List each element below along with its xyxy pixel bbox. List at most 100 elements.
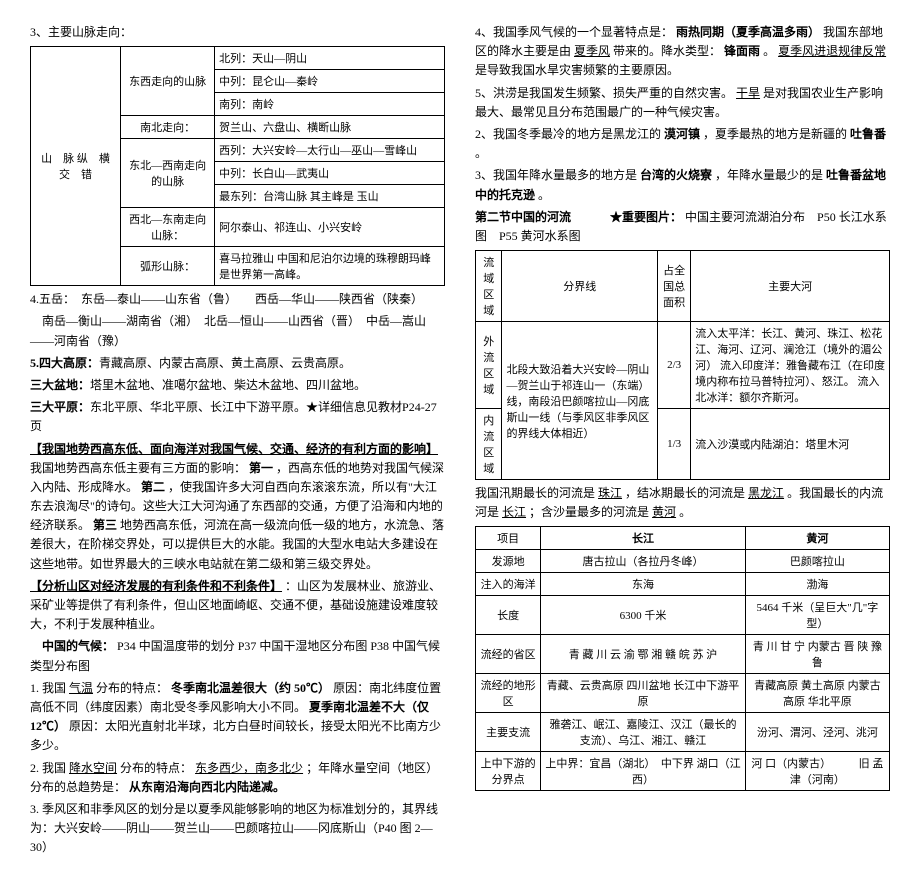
text: ；含沙量最多的河流是 (529, 505, 649, 519)
text: 干旱 (736, 86, 760, 100)
cell: 青 川 甘 宁 内蒙古 晋 陕 豫 鲁 (745, 635, 889, 674)
cell: 注入的海洋 (476, 573, 541, 596)
label: 【分析山区对经济发展的有利条件和不利条件】 (30, 579, 282, 593)
label: ★重要图片： (610, 210, 682, 224)
p2: 5、洪涝是我国发生频繁、损失严重的自然灾害。 干旱 是对我国农业生产影响最大、最… (475, 84, 890, 122)
cell: 西列：大兴安岭—太行山—巫山—雪峰山 (215, 139, 445, 162)
left-column: 3、主要山脉走向： 山 脉 纵 横 交 错 东西走向的山脉 北列：天山—阴山 中… (30, 20, 445, 860)
text: 珠江 (598, 486, 622, 500)
text: 原因：太阳光直射北半球，北方白昼时间较长，接受太阳光不比南方少多少。 (30, 719, 441, 752)
cell: 弧形山脉： (121, 247, 215, 286)
p5: 我国汛期最长的河流是 珠江 ，结冰期最长的河流是 黑龙江 。我国最长的内流河是 … (475, 484, 890, 522)
p8: 【我国地势西高东低、面向海洋对我国气候、交通、经济的有利方面的影响】 我国地势西… (30, 440, 445, 574)
p6: 三大盆地：塔里木盆地、准噶尔盆地、柴达木盆地、四川盆地。 (30, 376, 445, 395)
cell: 中列：长白山—武夷山 (215, 162, 445, 185)
cell: 主要支流 (476, 713, 541, 752)
label: 三大盆地： (30, 378, 90, 392)
text: 夏季风 (574, 44, 610, 58)
text: 我国汛期最长的河流是 (475, 486, 595, 500)
cell: 流经的地形区 (476, 674, 541, 713)
text: 。 (679, 505, 691, 519)
right-column: 4、我国季风气候的一个显著特点是： 雨热同期（夏季高温多雨） 我国东部地区的降水… (475, 20, 890, 860)
cell: 阿尔泰山、祁连山、小兴安岭 (215, 208, 445, 247)
changjiang-huanghe-table: 项目 长江 黄河 发源地 唐古拉山（各拉丹冬峰） 巴颜喀拉山 注入的海洋 东海 … (475, 526, 890, 791)
p4: 4.五岳： 东岳—泰山——山东省（鲁） 西岳—华山——陕西省（陕秦） (30, 290, 445, 309)
section2: 第二节中国的河流 ★重要图片： 中国主要河流湖泊分布 P50 长江水系图 P55… (475, 208, 890, 246)
p9: 【分析山区对经济发展的有利条件和不利条件】 ：山区为发展林业、旅游业、采矿业等提… (30, 577, 445, 635)
label: 三大平原： (30, 400, 90, 414)
cell: 流入太平洋：长江、黄河、珠江、松花江、海河、辽河、澜沧江（境外的湄公河） 流入印… (691, 322, 890, 409)
text: 黄河 (652, 505, 676, 519)
text: 带来的。降水类型： (613, 44, 721, 58)
p4b: 南岳—衡山——湖南省（湘） 北岳—恒山——山西省（晋） 中岳—嵩山——河南省（豫… (30, 312, 445, 350)
cell: 北列：天山—阴山 (215, 47, 445, 70)
text: 是导致我国水旱灾害频繁的主要原因。 (475, 63, 679, 77)
cell: 5464 千米（呈巨大"几"字型） (745, 596, 889, 635)
text: 塔里木盆地、准噶尔盆地、柴达木盆地、四川盆地。 (90, 378, 366, 392)
p12: 2. 我国 降水空间 分布的特点： 东多西少，南多北少 ；年降水量空间（地区）分… (30, 759, 445, 797)
cell: 青藏、云贵高原 四川盆地 长江中下游平原 (541, 674, 746, 713)
cell: 南北走向： (121, 116, 215, 139)
text: 2. 我国 (30, 761, 66, 775)
cell: 河 口（内蒙古） 旧 孟津（河南） (745, 752, 889, 791)
cell: 流域区域 (476, 251, 502, 322)
cell: 汾河、渭河、泾河、洮河 (745, 713, 889, 752)
cell: 唐古拉山（各拉丹冬峰） (541, 550, 746, 573)
cell: 流入沙漠或内陆湖泊：塔里木河 (691, 409, 890, 480)
heading-3: 3、主要山脉走向： (30, 23, 445, 42)
cell: 南列：南岭 (215, 93, 445, 116)
cell: 分界线 (502, 251, 658, 322)
text: 我国地势西高东低主要有三方面的影响： (30, 461, 246, 475)
cell: 雅砻江、岷江、嘉陵江、汉江（最长的支流）、乌江、湘江、赣江 (541, 713, 746, 752)
text: 东北平原、华北平原、长江中下游平原。★详细信息见教材P24-27页 (30, 400, 437, 433)
text: 。 (475, 146, 487, 160)
cell: 青藏高原 黄土高原 内蒙古高原 华北平原 (745, 674, 889, 713)
cell: 巴颜喀拉山 (745, 550, 889, 573)
text: ，年降水量最少的是 (715, 168, 823, 182)
label: 第二节中国的河流 (475, 210, 571, 224)
text: 3、我国年降水量最多的地方是 (475, 168, 637, 182)
text: ，夏季最热的地方是新疆的 (703, 127, 847, 141)
text: 台湾的火烧寮 (640, 168, 712, 182)
cell: 6300 千米 (541, 596, 746, 635)
cell: 主要大河 (691, 251, 890, 322)
text: 冬季南北温差很大（约 50℃） (171, 681, 330, 695)
label: 5.四大高原： (30, 356, 99, 370)
cell: 北段大致沿着大兴安岭—阴山—贺兰山于祁连山一（东端）线，南段沿巴颜喀拉山—冈底斯… (502, 322, 658, 480)
p7: 三大平原：东北平原、华北平原、长江中下游平原。★详细信息见教材P24-27页 (30, 398, 445, 436)
cell: 贺兰山、六盘山、横断山脉 (215, 116, 445, 139)
text: 黑龙江 (748, 486, 784, 500)
text: 雨热同期（夏季高温多雨） (676, 25, 820, 39)
text: 东多西少，南多北少 (195, 761, 303, 775)
text: 漠河镇 (664, 127, 700, 141)
cell: 中列：昆仑山—秦岭 (215, 70, 445, 93)
cell: 长度 (476, 596, 541, 635)
cell: 1/3 (658, 409, 691, 480)
cell: 青 藏 川 云 渝 鄂 湘 赣 皖 苏 沪 (541, 635, 746, 674)
text: 气温 (69, 681, 93, 695)
cell: 2/3 (658, 322, 691, 409)
cell: 发源地 (476, 550, 541, 573)
cell: 黄河 (745, 527, 889, 550)
p11: 1. 我国 气温 分布的特点： 冬季南北温差很大（约 50℃） 原因：南北纬度位… (30, 679, 445, 756)
p5: 5.四大高原：青藏高原、内蒙古高原、黄土高原、云贵高原。 (30, 354, 445, 373)
river-region-table: 流域区域 分界线 占全国总面积 主要大河 外流区域 北段大致沿着大兴安岭—阴山—… (475, 250, 890, 480)
label: 第二 (141, 480, 165, 494)
label: 第一 (249, 461, 273, 475)
text: 吐鲁番 (850, 127, 886, 141)
cell: 占全国总面积 (658, 251, 691, 322)
cell: 东西走向的山脉 (121, 47, 215, 116)
p13: 3. 季风区和非季风区的划分是以夏季风能够影响的地区为标准划分的，其界线为：大兴… (30, 800, 445, 858)
label: 第三 (93, 518, 117, 532)
cell: 山 脉 纵 横 交 错 (31, 47, 121, 286)
text: 分布的特点： (96, 681, 168, 695)
text: 锋面雨 (724, 44, 760, 58)
text: 青藏高原、内蒙古高原、黄土高原、云贵高原。 (99, 356, 351, 370)
cell: 喜马拉雅山 中国和尼泊尔边境的珠穆朗玛峰是世界第一高峰。 (215, 247, 445, 286)
text: 5、洪涝是我国发生频繁、损失严重的自然灾害。 (475, 86, 733, 100)
cell: 西北—东南走向山脉： (121, 208, 215, 247)
text: 从东南沿海向西北内陆递减。 (129, 780, 285, 794)
p1: 4、我国季风气候的一个显著特点是： 雨热同期（夏季高温多雨） 我国东部地区的降水… (475, 23, 890, 81)
cell: 东北—西南走向的山脉 (121, 139, 215, 208)
text: 。 (763, 44, 778, 58)
